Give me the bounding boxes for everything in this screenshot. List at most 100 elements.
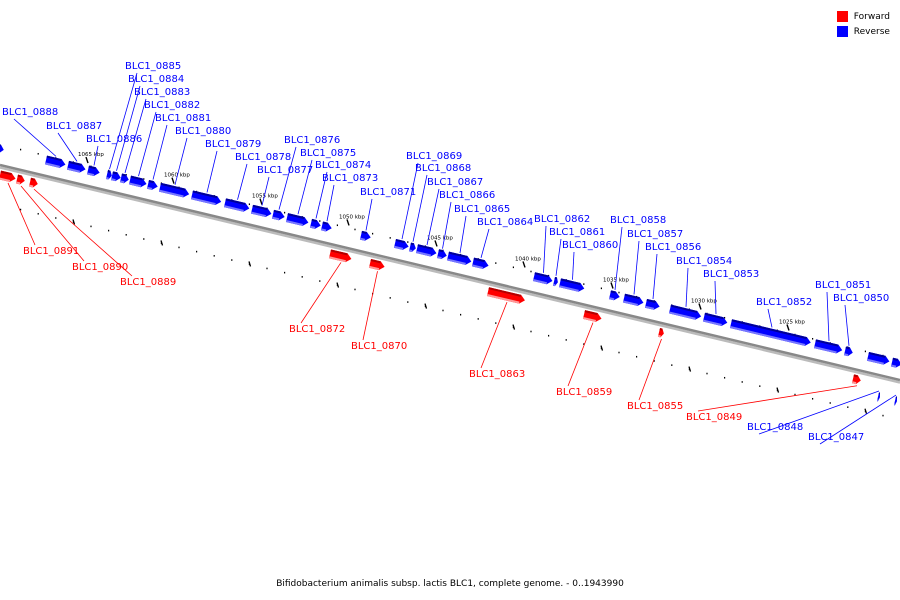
- gene-arrow[interactable]: [359, 230, 372, 242]
- gene-arrow[interactable]: [408, 242, 417, 253]
- gene-label[interactable]: BLC1_0859: [556, 387, 612, 398]
- gene-arrow[interactable]: [558, 278, 585, 293]
- label-leader: [365, 198, 373, 231]
- gene-arrow[interactable]: [44, 155, 67, 169]
- gene-label[interactable]: BLC1_0867: [427, 177, 483, 188]
- gene-arrow[interactable]: [158, 182, 190, 199]
- gene-label[interactable]: BLC1_0875: [300, 148, 356, 159]
- gene-arrow[interactable]: [320, 221, 333, 233]
- gene-label[interactable]: BLC1_0888: [2, 107, 58, 118]
- legend-reverse[interactable]: Reverse: [836, 24, 890, 39]
- minor-tick: [407, 241, 409, 243]
- gene-arrow[interactable]: [532, 272, 554, 285]
- gene-arrow[interactable]: [110, 171, 122, 182]
- gene-label[interactable]: BLC1_0871: [360, 187, 416, 198]
- label-leader: [543, 225, 547, 273]
- gene-arrow[interactable]: [893, 396, 898, 406]
- gene-label[interactable]: BLC1_0876: [284, 135, 340, 146]
- gene-label[interactable]: BLC1_0853: [703, 269, 759, 280]
- gene-label[interactable]: BLC1_0890: [72, 262, 128, 273]
- gene-arrow[interactable]: [668, 304, 702, 321]
- gene-arrow[interactable]: [368, 259, 386, 271]
- gene-label[interactable]: BLC1_0870: [351, 341, 407, 352]
- gene-arrow[interactable]: [644, 298, 661, 311]
- gene-arrow[interactable]: [223, 198, 250, 213]
- gene-label[interactable]: BLC1_0885: [125, 61, 181, 72]
- gene-arrow[interactable]: [250, 204, 273, 218]
- gene-label[interactable]: BLC1_0850: [833, 293, 889, 304]
- gene-label[interactable]: BLC1_0873: [322, 173, 378, 184]
- legend-forward[interactable]: Forward: [836, 9, 890, 24]
- gene-label[interactable]: BLC1_0865: [454, 204, 510, 215]
- gene-arrow[interactable]: [146, 179, 159, 191]
- gene-label[interactable]: BLC1_0883: [134, 87, 190, 98]
- gene-arrow[interactable]: [851, 374, 862, 385]
- gene-label[interactable]: BLC1_0857: [627, 229, 683, 240]
- gene-label[interactable]: BLC1_0854: [676, 256, 732, 267]
- gene-label[interactable]: BLC1_0860: [562, 240, 618, 251]
- gene-label[interactable]: BLC1_0879: [205, 139, 261, 150]
- gene-label[interactable]: BLC1_0887: [46, 121, 102, 132]
- gene-arrow[interactable]: [436, 249, 448, 260]
- gene-arrow[interactable]: [190, 190, 222, 206]
- gene-arrow[interactable]: [105, 170, 113, 180]
- gene-arrow-edge: [890, 357, 900, 368]
- gene-arrow[interactable]: [876, 392, 881, 402]
- gene-label[interactable]: BLC1_0889: [120, 277, 176, 288]
- gene-arrow[interactable]: [119, 173, 130, 185]
- gene-label[interactable]: BLC1_0862: [534, 214, 590, 225]
- gene-arrow[interactable]: [86, 165, 101, 178]
- gene-arrow[interactable]: [415, 244, 438, 257]
- gene-label[interactable]: BLC1_0877: [257, 165, 313, 176]
- gene-arrow[interactable]: [608, 290, 621, 301]
- minor-tick: [548, 334, 550, 337]
- gene-label[interactable]: BLC1_0884: [128, 74, 184, 85]
- gene-label[interactable]: BLC1_0866: [439, 190, 495, 201]
- gene-label[interactable]: BLC1_0858: [610, 215, 666, 226]
- gene-arrow[interactable]: [128, 175, 148, 189]
- gene-label[interactable]: BLC1_0869: [406, 151, 462, 162]
- gene-label[interactable]: BLC1_0855: [627, 401, 683, 412]
- gene-arrow[interactable]: [15, 174, 26, 186]
- gene-label[interactable]: BLC1_0872: [289, 324, 345, 335]
- gene-label[interactable]: BLC1_0880: [175, 126, 231, 137]
- gene-arrow[interactable]: [0, 170, 17, 183]
- gene-arrow[interactable]: [622, 293, 645, 307]
- gene-arrow[interactable]: [657, 328, 665, 338]
- gene-label[interactable]: BLC1_0864: [477, 217, 533, 228]
- gene-label[interactable]: BLC1_0849: [686, 412, 742, 423]
- gene-arrow[interactable]: [309, 218, 322, 230]
- gene-label[interactable]: BLC1_0847: [808, 432, 864, 443]
- minor-tick: [389, 297, 391, 299]
- gene-arrow[interactable]: [446, 251, 472, 266]
- gene-arrow[interactable]: [471, 257, 490, 270]
- gene-label[interactable]: BLC1_0861: [549, 227, 605, 238]
- gene-arrow[interactable]: [28, 177, 39, 189]
- label-leader: [152, 124, 168, 180]
- gene-arrow[interactable]: [843, 346, 854, 357]
- gene-label[interactable]: BLC1_0882: [144, 100, 200, 111]
- gene-arrow[interactable]: [393, 238, 410, 251]
- gene-arrow[interactable]: [582, 310, 603, 323]
- gene-label[interactable]: BLC1_0851: [815, 280, 871, 291]
- gene-label[interactable]: BLC1_0881: [155, 113, 211, 124]
- gene-arrow[interactable]: [702, 312, 728, 327]
- gene-arrow[interactable]: [486, 287, 526, 305]
- gene-arrow[interactable]: [813, 339, 843, 354]
- gene-arrow[interactable]: [328, 249, 352, 263]
- gene-label[interactable]: BLC1_0856: [645, 242, 701, 253]
- gene-labels: BLC1_0888 BLC1_0887 BLC1_0886 BLC1_0885 BLC1…: [2, 61, 889, 443]
- gene-label[interactable]: BLC1_0891: [23, 246, 79, 257]
- gene-label[interactable]: BLC1_0868: [415, 163, 471, 174]
- gene-arrow[interactable]: [552, 276, 559, 287]
- gene-label[interactable]: BLC1_0878: [235, 152, 291, 163]
- gene-label[interactable]: BLC1_0848: [747, 422, 803, 433]
- gene-label[interactable]: BLC1_0886: [86, 134, 142, 145]
- gene-arrow[interactable]: [66, 160, 87, 174]
- gene-arrow[interactable]: [285, 213, 309, 227]
- gene-label[interactable]: BLC1_0874: [315, 160, 371, 171]
- gene-arrow[interactable]: [729, 319, 812, 347]
- gene-label[interactable]: BLC1_0852: [756, 297, 812, 308]
- gene-arrow[interactable]: [271, 209, 286, 222]
- gene-label[interactable]: BLC1_0863: [469, 369, 525, 380]
